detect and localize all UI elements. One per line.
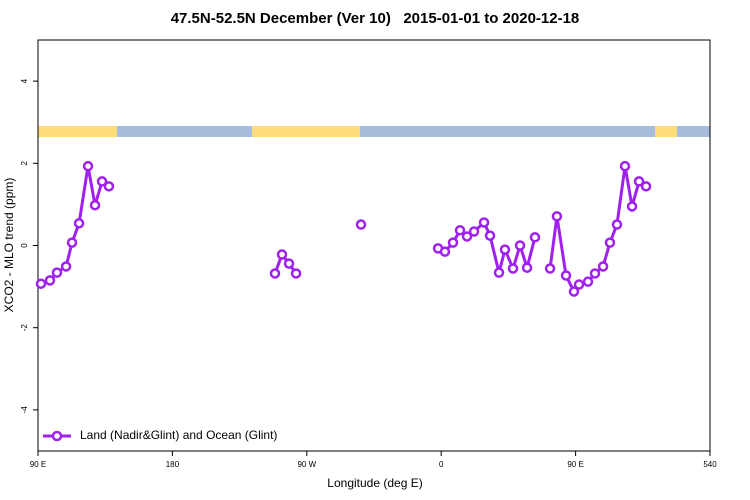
legend-label: Land (Nadir&Glint) and Ocean (Glint) — [80, 428, 277, 442]
data-point — [283, 258, 295, 269]
data-point — [478, 217, 490, 228]
data-point — [89, 199, 101, 211]
x-tick-label: 90 W — [297, 460, 316, 469]
data-point — [521, 262, 533, 273]
y-tick-label: -2 — [20, 324, 29, 332]
data-point — [633, 176, 645, 187]
data-point — [493, 267, 505, 278]
data-point — [597, 261, 609, 272]
data-point — [484, 230, 496, 241]
data-point — [499, 244, 511, 255]
data-point — [276, 249, 288, 260]
data-point — [640, 181, 652, 192]
data-point — [544, 263, 556, 274]
data-point — [514, 240, 526, 251]
x-tick-label: 180 — [166, 460, 180, 469]
data-point — [51, 267, 63, 278]
y-tick-label: 2 — [20, 161, 29, 166]
data-point — [447, 237, 459, 248]
data-line — [273, 253, 298, 275]
data-point — [468, 226, 480, 237]
x-axis-label: Longitude (deg E) — [327, 476, 422, 490]
data-point — [73, 218, 85, 229]
y-tick-label: 4 — [20, 78, 29, 83]
chart-title: 47.5N-52.5N December (Ver 10) 2015-01-01… — [171, 10, 580, 27]
y-tick-label: 0 — [20, 243, 29, 248]
legend-marker — [51, 430, 63, 442]
data-point — [507, 263, 519, 274]
data-point — [611, 219, 623, 230]
data-point — [290, 268, 302, 279]
data-point — [529, 232, 541, 243]
data-point — [551, 211, 563, 222]
data-point — [35, 278, 47, 289]
data-point — [589, 268, 601, 279]
data-point — [626, 201, 638, 212]
data-point — [461, 231, 473, 242]
data-point — [44, 275, 56, 286]
data-point — [454, 225, 466, 236]
data-point — [568, 286, 580, 297]
data-point — [619, 160, 631, 172]
data-point — [103, 181, 115, 192]
data-point — [604, 237, 616, 248]
y-axis-label: XCO2 - MLO trend (ppm) — [2, 178, 16, 313]
y-tick-label: -4 — [20, 406, 29, 414]
x-tick-label: 90 E — [567, 460, 583, 469]
data-point — [439, 246, 451, 257]
data-point — [573, 279, 585, 290]
x-tick-label: 0 — [439, 460, 444, 469]
data-point — [66, 237, 78, 248]
data-point — [96, 176, 108, 187]
data-point — [355, 219, 367, 230]
x-tick-label: 540 — [703, 460, 717, 469]
land-ocean-strip — [38, 126, 710, 137]
data-point — [560, 270, 572, 281]
data-point — [82, 160, 94, 172]
x-tick-label: 90 E — [30, 460, 46, 469]
data-point — [60, 261, 72, 272]
data-point — [582, 276, 594, 287]
data-point — [269, 268, 281, 279]
